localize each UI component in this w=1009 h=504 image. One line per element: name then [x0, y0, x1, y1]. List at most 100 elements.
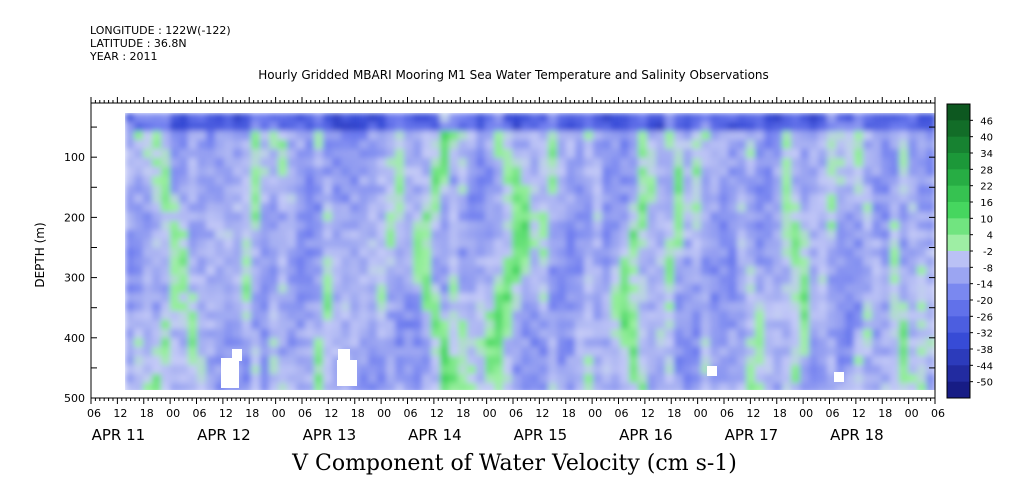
- heatmap-cell: [845, 212, 855, 222]
- heatmap-cell: [125, 293, 135, 303]
- heatmap-cell: [125, 176, 135, 186]
- heatmap-cell: [539, 167, 549, 177]
- heatmap-cell: [737, 230, 747, 240]
- heatmap-cell: [647, 212, 657, 222]
- heatmap-cell: [755, 131, 765, 141]
- heatmap-cell: [134, 167, 144, 177]
- heatmap-cell: [179, 311, 189, 321]
- heatmap-cell: [926, 374, 935, 384]
- heatmap-cell: [368, 113, 378, 123]
- heatmap-cell: [863, 221, 873, 231]
- heatmap-cell: [656, 167, 666, 177]
- heatmap-cell: [287, 122, 297, 132]
- heatmap-cell: [422, 383, 432, 390]
- heatmap-cell: [737, 320, 747, 330]
- heatmap-cell: [521, 266, 531, 276]
- heatmap-cell: [791, 158, 801, 168]
- heatmap-cell: [233, 122, 243, 132]
- heatmap-cell: [548, 329, 558, 339]
- heatmap-cell: [539, 230, 549, 240]
- heatmap-cell: [161, 284, 171, 294]
- heatmap-cell: [575, 194, 585, 204]
- heatmap-cell: [809, 365, 819, 375]
- colorbar-label: -32: [977, 329, 993, 340]
- heatmap-cell: [881, 311, 891, 321]
- heatmap-cell: [836, 320, 846, 330]
- heatmap-cell: [809, 239, 819, 249]
- heatmap-cell: [386, 338, 396, 348]
- heatmap-cell: [908, 239, 918, 249]
- heatmap-cell: [431, 203, 441, 213]
- heatmap-cell: [215, 212, 225, 222]
- heatmap-cell: [305, 338, 315, 348]
- heatmap-cell: [548, 302, 558, 312]
- heatmap-cell: [719, 122, 729, 132]
- heatmap-cell: [674, 383, 684, 390]
- heatmap-cell: [764, 239, 774, 249]
- heatmap-cell: [629, 221, 639, 231]
- heatmap-cell: [476, 293, 486, 303]
- heatmap-cell: [494, 212, 504, 222]
- heatmap-cell: [287, 149, 297, 159]
- heatmap-cell: [512, 149, 522, 159]
- heatmap-cell: [665, 365, 675, 375]
- heatmap-cell: [782, 248, 792, 258]
- heatmap-cell: [494, 176, 504, 186]
- heatmap-cell: [395, 320, 405, 330]
- heatmap-cell: [197, 275, 207, 285]
- heatmap-cell: [143, 194, 153, 204]
- heatmap-cell: [755, 113, 765, 123]
- heatmap-cell: [206, 275, 216, 285]
- heatmap-cell: [773, 284, 783, 294]
- heatmap-cell: [188, 167, 198, 177]
- heatmap-cell: [260, 167, 270, 177]
- heatmap-cell: [638, 122, 648, 132]
- heatmap-cell: [665, 257, 675, 267]
- heatmap-cell: [233, 320, 243, 330]
- heatmap-cell: [350, 383, 360, 390]
- heatmap-cell: [413, 194, 423, 204]
- heatmap-cell: [746, 320, 756, 330]
- heatmap-cell: [890, 302, 900, 312]
- heatmap-cell: [539, 212, 549, 222]
- heatmap-cell: [728, 374, 738, 384]
- heatmap-cell: [926, 347, 935, 357]
- heatmap-cell: [179, 266, 189, 276]
- heatmap-cell: [440, 374, 450, 384]
- heatmap-cell: [449, 365, 459, 375]
- heatmap-cell: [899, 347, 909, 357]
- heatmap-cell: [485, 221, 495, 231]
- heatmap-cell: [701, 365, 711, 375]
- heatmap-cell: [323, 167, 333, 177]
- heatmap-cell: [629, 113, 639, 123]
- heatmap-cell: [296, 248, 306, 258]
- heatmap-cell: [503, 113, 513, 123]
- heatmap-cell: [692, 194, 702, 204]
- heatmap-cell: [305, 140, 315, 150]
- heatmap-cell: [917, 293, 927, 303]
- heatmap-cell: [332, 194, 342, 204]
- heatmap-cell: [818, 113, 828, 123]
- heatmap-cell: [404, 383, 414, 390]
- heatmap-cell: [152, 365, 162, 375]
- heatmap-cell: [458, 230, 468, 240]
- heatmap-cell: [440, 113, 450, 123]
- heatmap-cell: [413, 302, 423, 312]
- heatmap-cell: [764, 293, 774, 303]
- heatmap-cell: [359, 167, 369, 177]
- heatmap-cell: [476, 356, 486, 366]
- heatmap-cell: [125, 185, 135, 195]
- heatmap-cell: [584, 347, 594, 357]
- heatmap-cell: [152, 383, 162, 390]
- heatmap-cell: [251, 338, 261, 348]
- heatmap-cell: [341, 176, 351, 186]
- heatmap-cell: [584, 284, 594, 294]
- heatmap-cell: [575, 275, 585, 285]
- heatmap-cell: [494, 320, 504, 330]
- heatmap-cell: [647, 383, 657, 390]
- heatmap-cell: [179, 338, 189, 348]
- heatmap-cell: [404, 221, 414, 231]
- heatmap-cell: [521, 167, 531, 177]
- heatmap-cell: [143, 230, 153, 240]
- heatmap-cell: [908, 230, 918, 240]
